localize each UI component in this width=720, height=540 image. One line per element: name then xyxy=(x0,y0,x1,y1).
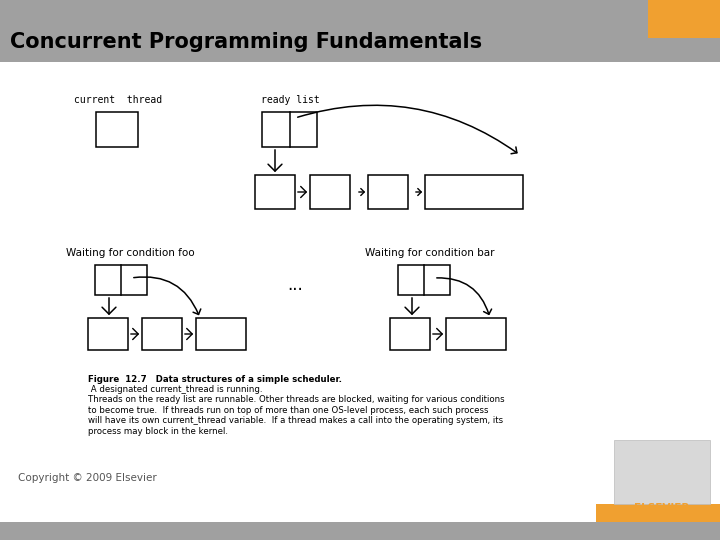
Text: Waiting for condition foo: Waiting for condition foo xyxy=(66,248,194,258)
Bar xyxy=(648,0,720,38)
Text: current  thread: current thread xyxy=(74,95,162,105)
Bar xyxy=(196,318,246,350)
Text: Concurrent Programming Fundamentals: Concurrent Programming Fundamentals xyxy=(10,32,482,52)
Bar xyxy=(614,440,710,504)
Text: Waiting for condition bar: Waiting for condition bar xyxy=(365,248,495,258)
Bar xyxy=(95,265,147,295)
Bar xyxy=(142,318,182,350)
Text: Copyright © 2009 Elsevier: Copyright © 2009 Elsevier xyxy=(18,473,157,483)
Bar xyxy=(310,175,350,209)
Text: Figure  12.7   Data structures of a simple scheduler.: Figure 12.7 Data structures of a simple … xyxy=(88,375,342,384)
Text: A designated current_thread is running.
Threads on the ready list are runnable. : A designated current_thread is running. … xyxy=(88,385,505,436)
Bar xyxy=(596,504,720,522)
Text: ELSEVIER: ELSEVIER xyxy=(634,503,690,513)
Bar xyxy=(88,318,128,350)
Bar xyxy=(0,0,720,62)
Bar xyxy=(446,318,506,350)
Bar xyxy=(390,318,430,350)
Bar xyxy=(262,112,317,147)
Bar xyxy=(0,522,720,540)
Bar xyxy=(255,175,295,209)
Bar xyxy=(96,112,138,147)
Text: ...: ... xyxy=(287,276,303,294)
Bar xyxy=(368,175,408,209)
Text: ready list: ready list xyxy=(261,95,320,105)
Bar xyxy=(425,175,523,209)
Bar xyxy=(398,265,450,295)
